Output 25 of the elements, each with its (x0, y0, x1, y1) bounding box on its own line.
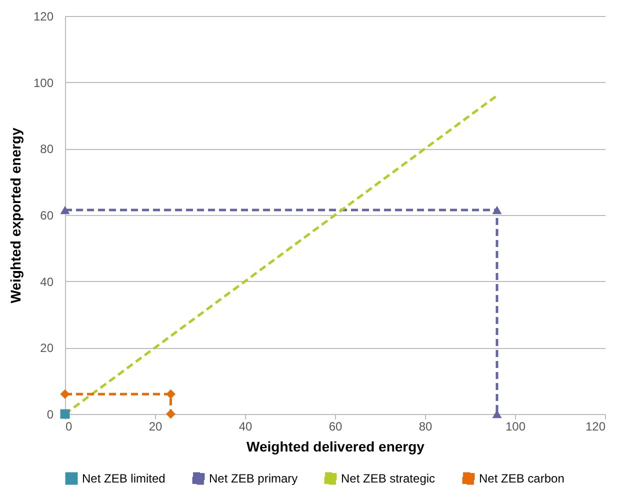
x-axis-title: Weighted delivered energy (246, 438, 425, 454)
x-tick-label: 0 (66, 420, 72, 434)
legend-label: Net ZEB limited (82, 472, 166, 486)
y-tick-label: 0 (46, 408, 54, 422)
y-axis-title: Weighted exported energy (7, 128, 24, 304)
y-tick-label: 80 (40, 142, 54, 156)
legend-label: Net ZEB primary (209, 472, 298, 486)
y-tick-label: 20 (40, 341, 54, 356)
y-tick-label: 100 (33, 76, 54, 90)
y-tick-label: 120 (33, 10, 54, 24)
legend-label: Net ZEB carbon (479, 472, 564, 486)
x-tick-label: 120 (585, 420, 606, 434)
point (166, 409, 176, 419)
x-tick-label: 80 (418, 420, 432, 434)
point (166, 389, 176, 399)
x-tick-label: 60 (328, 420, 342, 434)
y-tick-label: 60 (40, 208, 54, 222)
point (60, 206, 70, 214)
point (60, 389, 70, 399)
legend-label: Net ZEB strategic (341, 472, 436, 486)
x-tick-label: 20 (148, 420, 162, 434)
x-tick-label: 100 (505, 420, 526, 434)
y-tick-label: 40 (40, 274, 54, 289)
x-tick-label: 40 (238, 420, 252, 434)
point (492, 206, 502, 214)
